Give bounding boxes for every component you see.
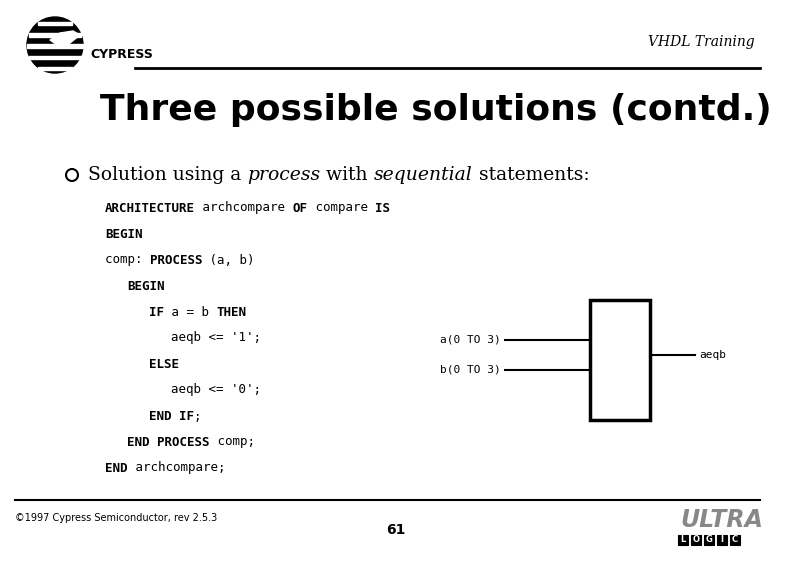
Text: I: I [721,536,724,545]
Text: VHDL Training: VHDL Training [649,35,755,49]
Text: END: END [127,436,150,448]
Text: IF: IF [179,410,194,423]
Bar [27,44,83,48]
Text: process: process [247,166,321,184]
Text: b(0 TO 3): b(0 TO 3) [440,365,501,375]
Bar [717,535,727,545]
Text: with: with [321,166,374,184]
Text: compare: compare [307,202,375,215]
Text: O: O [692,536,699,545]
Circle shape [27,17,83,73]
Bar [38,67,72,70]
Text: (a, b): (a, b) [203,253,255,266]
Text: ;: ; [194,410,201,423]
Text: ELSE: ELSE [149,357,179,370]
Text: ARCHITECTURE: ARCHITECTURE [105,202,195,215]
Text: G: G [706,536,713,545]
Text: comp:: comp: [105,253,150,266]
Text: END: END [149,410,172,423]
Bar [704,535,714,545]
Text: sequential: sequential [374,166,473,184]
Bar [590,300,650,420]
Bar [678,535,688,545]
Text: Three possible solutions (contd.): Three possible solutions (contd.) [100,93,771,127]
Bar [38,22,72,25]
Text: IF: IF [149,306,164,319]
Text: IS: IS [375,202,390,215]
Text: aeqb: aeqb [699,350,726,360]
Text: Solution using a: Solution using a [88,166,247,184]
Text: a(0 TO 3): a(0 TO 3) [440,335,501,345]
Text: ©1997 Cypress Semiconductor, rev 2.5.3: ©1997 Cypress Semiconductor, rev 2.5.3 [15,513,217,523]
Text: aeqb <= '1';: aeqb <= '1'; [171,332,261,345]
Circle shape [66,169,78,181]
Text: archcompare: archcompare [195,202,292,215]
Text: THEN: THEN [216,306,246,319]
Polygon shape [50,31,80,47]
Text: comp;: comp; [210,436,254,448]
Text: BEGIN: BEGIN [105,228,143,241]
Bar [730,535,740,545]
Text: OF: OF [292,202,307,215]
Text: BEGIN: BEGIN [127,279,165,292]
Bar [691,535,701,545]
Bar [29,33,81,37]
Bar [29,56,81,59]
Text: CYPRESS: CYPRESS [90,48,153,61]
Text: C: C [732,536,738,545]
Text: statements:: statements: [473,166,589,184]
Text: 61: 61 [386,523,406,537]
Text: ULTRA: ULTRA [680,508,763,532]
Text: aeqb <= '0';: aeqb <= '0'; [171,383,261,397]
Text: L: L [680,536,686,545]
Text: PROCESS: PROCESS [157,436,210,448]
Text: a = b: a = b [164,306,216,319]
Text: archcompare;: archcompare; [128,461,225,474]
Text: PROCESS: PROCESS [150,253,203,266]
Text: END: END [105,461,128,474]
